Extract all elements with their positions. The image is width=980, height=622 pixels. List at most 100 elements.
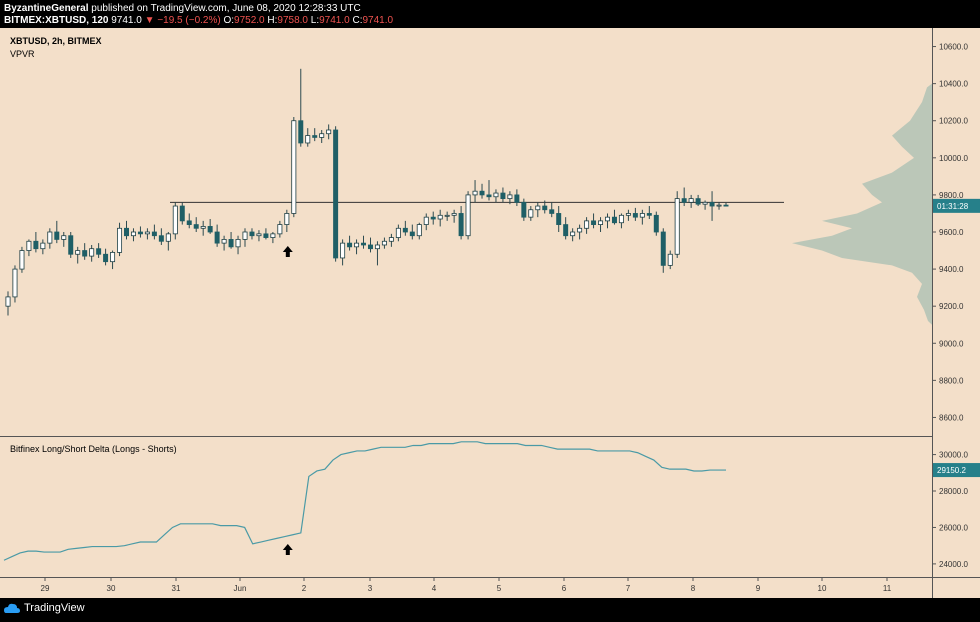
candle-body bbox=[130, 231, 136, 237]
candle-body bbox=[388, 237, 394, 242]
candle-body bbox=[402, 227, 408, 233]
candle-body bbox=[235, 239, 241, 248]
candle-body bbox=[68, 235, 74, 255]
candle-body bbox=[137, 231, 143, 235]
candle-body bbox=[312, 135, 318, 138]
candle-body bbox=[333, 129, 339, 259]
chart-canvas[interactable]: 10600.0 10400.0 10200.0 10000.0 9800.0 9600.0… bbox=[0, 28, 980, 598]
change-down-icon: ▼ bbox=[144, 15, 155, 26]
main-pane-title: XBTUSD, 2h, BITMEX bbox=[10, 36, 102, 46]
candle-body bbox=[465, 194, 471, 237]
candle-body bbox=[688, 198, 694, 203]
time-tick-label: Jun bbox=[234, 584, 247, 593]
candle-body bbox=[611, 216, 617, 224]
candle-body bbox=[660, 231, 666, 266]
candle-body bbox=[591, 220, 597, 225]
candle-body bbox=[61, 235, 67, 240]
candle-body bbox=[625, 213, 631, 216]
candle-body bbox=[47, 231, 53, 244]
candle-body bbox=[570, 231, 576, 237]
candle-body bbox=[500, 192, 506, 200]
candle-body bbox=[605, 216, 610, 222]
candle-body bbox=[117, 227, 123, 253]
candle-body bbox=[409, 231, 415, 237]
current-price-tag-text: 01:31:28 bbox=[937, 202, 969, 211]
candle-body bbox=[291, 120, 297, 214]
candle-body bbox=[82, 250, 88, 257]
candle-body bbox=[374, 244, 380, 250]
symbol-label: BITMEX:XBTUSD, 120 bbox=[4, 15, 109, 26]
candle-body bbox=[89, 248, 95, 257]
plot-background bbox=[0, 28, 932, 577]
candle-body bbox=[472, 190, 478, 196]
chart-header: ByzantineGeneral published on TradingVie… bbox=[0, 0, 980, 28]
candle-body bbox=[270, 233, 276, 238]
candle-body bbox=[367, 244, 373, 250]
footer: TradingView bbox=[0, 598, 980, 622]
candle-body bbox=[277, 224, 283, 235]
candle-body bbox=[263, 233, 269, 238]
candle-body bbox=[542, 205, 548, 211]
candle-body bbox=[179, 205, 185, 222]
candle-body bbox=[40, 242, 46, 250]
volume-profile bbox=[792, 83, 932, 325]
candle-body bbox=[514, 194, 520, 203]
sub-tick-label: 26000.0 bbox=[939, 523, 968, 532]
candle-body bbox=[716, 204, 722, 207]
price-tick-label: 10200.0 bbox=[939, 117, 968, 126]
candle-body bbox=[249, 231, 255, 237]
tradingview-cloud-icon bbox=[4, 603, 20, 613]
candle-body bbox=[284, 213, 290, 225]
time-tick-label: 31 bbox=[172, 584, 181, 593]
sub-pane-title: Bitfinex Long/Short Delta (Longs - Short… bbox=[10, 444, 177, 454]
candle-body bbox=[319, 133, 325, 138]
open-value: 9752.0 bbox=[234, 15, 265, 26]
candle-body bbox=[563, 224, 569, 237]
candle-body bbox=[653, 214, 659, 233]
sub-current-tag bbox=[933, 463, 980, 478]
candle-body bbox=[381, 240, 387, 246]
candle-body bbox=[96, 248, 102, 255]
candle-body bbox=[437, 214, 443, 220]
candle-body bbox=[103, 253, 109, 263]
candle-body bbox=[584, 220, 590, 229]
candle-body bbox=[702, 201, 708, 205]
up-arrow-icon bbox=[282, 544, 293, 555]
sub-tick-label: 30000.0 bbox=[939, 451, 968, 460]
time-tick-label: 9 bbox=[756, 584, 761, 593]
price-tick-label: 10400.0 bbox=[939, 80, 968, 89]
chart-area[interactable]: 10600.0 10400.0 10200.0 10000.0 9800.0 9600.0… bbox=[0, 28, 980, 598]
candle-body bbox=[26, 240, 32, 251]
candle-body bbox=[242, 231, 248, 240]
candle-body bbox=[172, 205, 178, 235]
delta-line bbox=[3, 441, 726, 561]
time-tick-label: 3 bbox=[368, 584, 373, 593]
sub-tick-label: 28000.0 bbox=[939, 487, 968, 496]
candle-body bbox=[709, 201, 715, 207]
candle-body bbox=[361, 242, 367, 246]
candle-body bbox=[486, 194, 492, 198]
candle-body bbox=[165, 233, 171, 242]
candle-body bbox=[19, 250, 25, 270]
time-tick-label: 30 bbox=[107, 584, 116, 593]
low-label: L: bbox=[310, 15, 320, 26]
candle-body bbox=[479, 190, 485, 196]
price-tick-label: 10600.0 bbox=[939, 43, 968, 52]
price-tick-label: 9600.0 bbox=[939, 228, 964, 237]
candle-body bbox=[124, 227, 129, 237]
candle-body bbox=[451, 213, 457, 216]
candle-body bbox=[577, 227, 583, 233]
tradingview-logo[interactable]: TradingView bbox=[4, 602, 85, 614]
candle-body bbox=[151, 231, 157, 237]
candle-body bbox=[639, 213, 645, 218]
time-tick-label: 2 bbox=[302, 584, 307, 593]
candle-body bbox=[646, 213, 652, 216]
author-name[interactable]: ByzantineGeneral bbox=[4, 3, 89, 14]
time-tick-label: 6 bbox=[562, 584, 567, 593]
vpvr-label[interactable]: VPVR bbox=[10, 49, 35, 59]
low-value: 9741.0 bbox=[319, 15, 350, 26]
candle-body bbox=[298, 120, 304, 144]
candle-body bbox=[423, 216, 429, 225]
footer-brand: TradingView bbox=[24, 602, 85, 614]
price-change: −19.5 (−0.2%) bbox=[157, 15, 221, 26]
